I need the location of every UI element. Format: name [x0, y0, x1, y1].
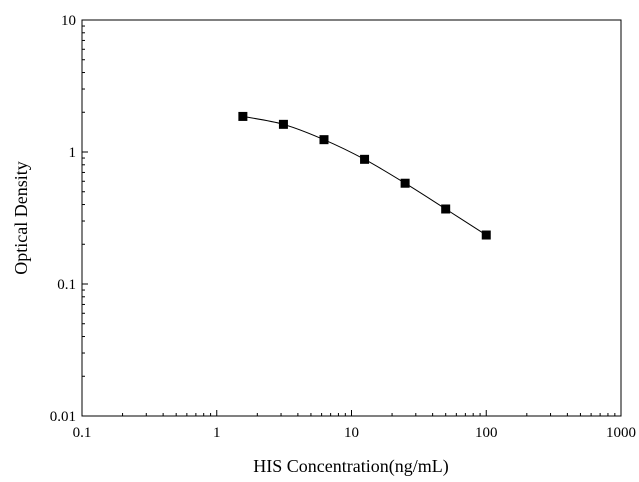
x-axis-ticks: 0.1 1 10 100 1000 [73, 410, 636, 441]
x-axis-label: HIS Concentration(ng/mL) [253, 456, 448, 477]
x-tick-label: 10 [344, 425, 359, 441]
data-point [441, 204, 451, 214]
data-point [319, 135, 329, 145]
data-point [238, 111, 248, 121]
y-axis-label: Optical Density [11, 161, 31, 274]
x-tick-label: 1000 [606, 425, 636, 441]
y-axis-ticks: 0.01 0.1 1 10 [50, 13, 88, 425]
y-tick-label: 1 [69, 145, 77, 161]
data-point [400, 178, 410, 188]
y-tick-label: 0.01 [50, 409, 76, 425]
y-tick-label: 10 [61, 13, 76, 29]
plot-frame [81, 19, 622, 417]
x-tick-label: 0.1 [73, 425, 92, 441]
data-point [360, 154, 370, 164]
plot-border [81, 19, 622, 417]
data-points [238, 111, 491, 240]
x-tick-label: 100 [475, 425, 498, 441]
data-point [278, 119, 288, 129]
y-tick-label: 0.1 [57, 277, 76, 293]
fitted-curve-layer [242, 115, 487, 236]
x-tick-label: 1 [213, 425, 221, 441]
fitted-curve [242, 115, 487, 236]
data-point [481, 230, 491, 240]
